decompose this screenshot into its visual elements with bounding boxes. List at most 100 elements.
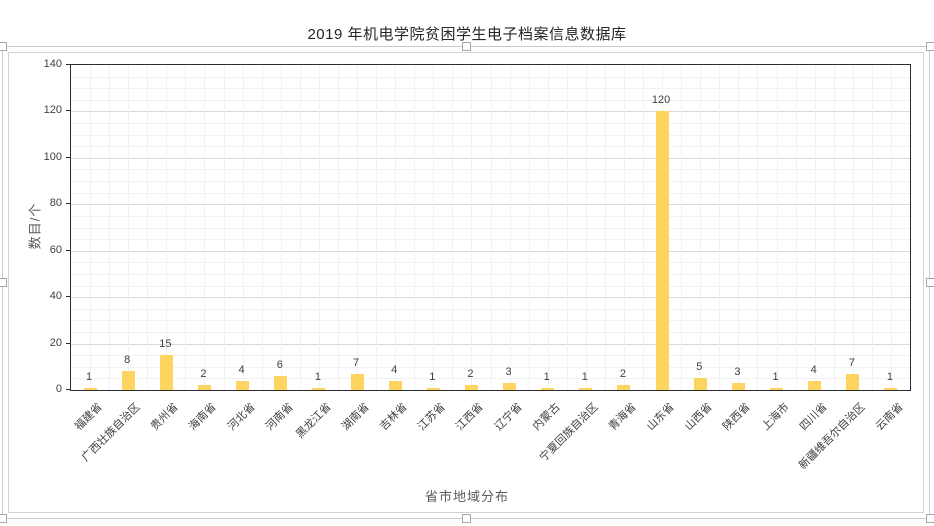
v-gridline bbox=[147, 65, 149, 390]
v-gridline bbox=[414, 65, 416, 390]
v-gridline bbox=[547, 65, 549, 390]
bar-value-label: 5 bbox=[696, 361, 703, 374]
bar-河北省[interactable] bbox=[236, 380, 250, 390]
y-tick-mark bbox=[66, 203, 70, 205]
bar-内蒙古[interactable] bbox=[541, 387, 555, 390]
selection-handle-bottom-right[interactable] bbox=[925, 513, 934, 523]
bar-value-label: 120 bbox=[651, 94, 671, 107]
v-gridline bbox=[471, 65, 473, 390]
bar-湖南省[interactable] bbox=[350, 373, 364, 390]
v-gridline bbox=[757, 65, 759, 390]
bar-江苏省[interactable] bbox=[426, 387, 440, 390]
bar-上海市[interactable] bbox=[770, 387, 784, 390]
v-gridline bbox=[204, 65, 206, 390]
v-gridline bbox=[280, 65, 282, 390]
y-tick-mark bbox=[66, 249, 70, 251]
v-gridline bbox=[242, 65, 244, 390]
bar-value-label: 4 bbox=[391, 363, 398, 376]
bar-山西省[interactable] bbox=[693, 378, 707, 390]
v-gridline bbox=[814, 65, 816, 390]
bar-宁夏回族自治区[interactable] bbox=[579, 387, 593, 390]
bar-山东省[interactable] bbox=[655, 111, 669, 390]
bar-海南省[interactable] bbox=[197, 385, 211, 390]
selection-handle-middle-right[interactable] bbox=[925, 277, 934, 287]
y-tick-label: 0 bbox=[55, 383, 62, 395]
v-gridline bbox=[700, 65, 702, 390]
bar-value-label: 3 bbox=[734, 366, 741, 379]
y-axis-title: 数目/个 bbox=[27, 202, 43, 250]
bar-value-label: 7 bbox=[848, 356, 855, 369]
bar-value-label: 7 bbox=[352, 356, 360, 369]
bar-value-label: 2 bbox=[467, 368, 474, 381]
chart-object-border[interactable] bbox=[8, 52, 924, 513]
bar-黑龙江省[interactable] bbox=[312, 387, 326, 390]
v-gridline bbox=[833, 65, 835, 390]
bar-青海省[interactable] bbox=[617, 385, 631, 390]
bar-value-label: 1 bbox=[581, 370, 588, 383]
v-gridline bbox=[604, 65, 606, 390]
v-gridline bbox=[795, 65, 797, 390]
v-gridline bbox=[376, 65, 378, 390]
v-gridline bbox=[433, 65, 435, 390]
bar-value-label: 1 bbox=[886, 370, 893, 383]
v-gridline bbox=[566, 65, 568, 390]
bar-value-label: 3 bbox=[505, 366, 512, 379]
v-gridline bbox=[395, 65, 397, 390]
v-gridline bbox=[109, 65, 111, 390]
v-gridline bbox=[681, 65, 683, 390]
selection-handle-bottom-left[interactable] bbox=[0, 513, 7, 523]
v-gridline bbox=[852, 65, 854, 390]
chart-title: 2019 年机电学院贫困学生电子档案信息数据库 bbox=[307, 26, 627, 43]
bar-value-label: 1 bbox=[543, 370, 550, 383]
y-tick-label: 100 bbox=[43, 150, 62, 163]
v-gridline bbox=[509, 65, 511, 390]
y-tick-mark bbox=[66, 342, 70, 344]
selection-handle-bottom-center[interactable] bbox=[461, 513, 471, 523]
bar-辽宁省[interactable] bbox=[503, 383, 517, 390]
selection-handle-top-right[interactable] bbox=[925, 41, 934, 51]
v-gridline bbox=[738, 65, 740, 390]
v-gridline bbox=[337, 65, 339, 390]
v-gridline bbox=[871, 65, 873, 390]
bar-吉林省[interactable] bbox=[388, 380, 402, 390]
y-tick-label: 80 bbox=[49, 197, 62, 210]
v-gridline bbox=[90, 65, 92, 390]
selection-handle-top-left[interactable] bbox=[0, 41, 7, 51]
v-gridline bbox=[185, 65, 187, 390]
v-gridline bbox=[490, 65, 492, 390]
v-gridline bbox=[776, 65, 778, 390]
v-gridline bbox=[585, 65, 587, 390]
bar-江西省[interactable] bbox=[464, 385, 478, 390]
bar-value-label: 2 bbox=[200, 368, 207, 381]
bar-value-label: 8 bbox=[124, 354, 131, 367]
bar-云南省[interactable] bbox=[884, 387, 898, 390]
y-tick-label: 40 bbox=[49, 290, 62, 303]
selection-handle-middle-left[interactable] bbox=[0, 277, 7, 287]
bar-value-label: 1 bbox=[429, 370, 436, 383]
v-gridline bbox=[623, 65, 625, 390]
bar-福建省[interactable] bbox=[83, 387, 97, 390]
bar-value-label: 2 bbox=[619, 368, 627, 381]
v-gridline bbox=[528, 65, 530, 390]
v-gridline bbox=[223, 65, 225, 390]
selection-handle-top-center[interactable] bbox=[461, 41, 471, 51]
y-tick-label: 140 bbox=[43, 58, 62, 70]
y-tick-label: 60 bbox=[49, 243, 62, 256]
v-gridline bbox=[299, 65, 301, 390]
bar-四川省[interactable] bbox=[808, 380, 822, 390]
y-tick-mark bbox=[66, 296, 70, 298]
bar-贵州省[interactable] bbox=[159, 355, 173, 390]
bar-新疆维吾尔自治区[interactable] bbox=[846, 373, 860, 390]
v-gridline bbox=[357, 65, 359, 390]
bar-value-label: 4 bbox=[238, 363, 245, 376]
bar-陕西省[interactable] bbox=[731, 383, 745, 390]
y-tick-mark bbox=[66, 156, 70, 158]
v-gridline bbox=[318, 65, 320, 390]
bar-广西壮族自治区[interactable] bbox=[121, 371, 135, 390]
plot-area[interactable] bbox=[70, 64, 911, 391]
x-axis-title: 省市地域分布 bbox=[424, 489, 509, 504]
y-tick-mark bbox=[66, 64, 70, 65]
bar-河南省[interactable] bbox=[274, 376, 288, 390]
y-tick-mark bbox=[66, 389, 70, 390]
